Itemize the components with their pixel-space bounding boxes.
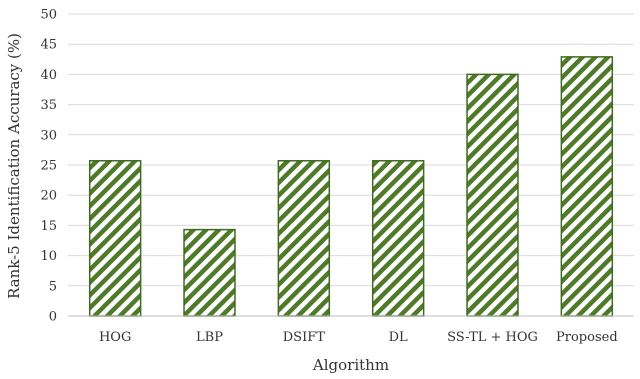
x-tick-label: LBP (196, 330, 223, 345)
y-tick-label: 15 (40, 219, 57, 234)
y-tick-label: 35 (40, 98, 57, 113)
y-tick-label: 40 (40, 68, 57, 83)
y-tick-label: 25 (40, 159, 57, 174)
y-tick-label: 5 (49, 279, 57, 294)
bar-ss-tl-hog (466, 73, 519, 317)
x-tick-label: DL (389, 330, 408, 345)
y-axis-title: Rank-5 Identification Accuracy (%) (5, 33, 23, 299)
bar-dsift (277, 160, 331, 317)
y-tick-label: 30 (40, 128, 57, 143)
bars (88, 56, 614, 317)
bar-lbp (183, 228, 236, 317)
y-tick-label: 45 (40, 38, 57, 53)
x-tick-label: SS-TL + HOG (447, 330, 538, 345)
y-tick-label: 20 (40, 189, 57, 204)
bar-proposed (560, 56, 614, 317)
grid-lines (68, 13, 634, 287)
y-tick-label: 50 (40, 8, 57, 23)
y-tick-label: 10 (40, 249, 57, 264)
x-tick-label: HOG (99, 330, 131, 345)
x-tick-label: DSIFT (283, 330, 325, 345)
x-axis-title: Algorithm (312, 356, 389, 374)
x-tick-label: Proposed (556, 330, 618, 345)
y-axis-ticks: 0 5 10 15 20 25 30 35 40 45 50 (40, 8, 57, 325)
y-tick-label: 0 (49, 310, 57, 325)
x-axis-ticks: HOG LBP DSIFT DL SS-TL + HOG Proposed (99, 330, 618, 345)
bar-hog (88, 160, 142, 317)
bar-dl (371, 160, 425, 317)
